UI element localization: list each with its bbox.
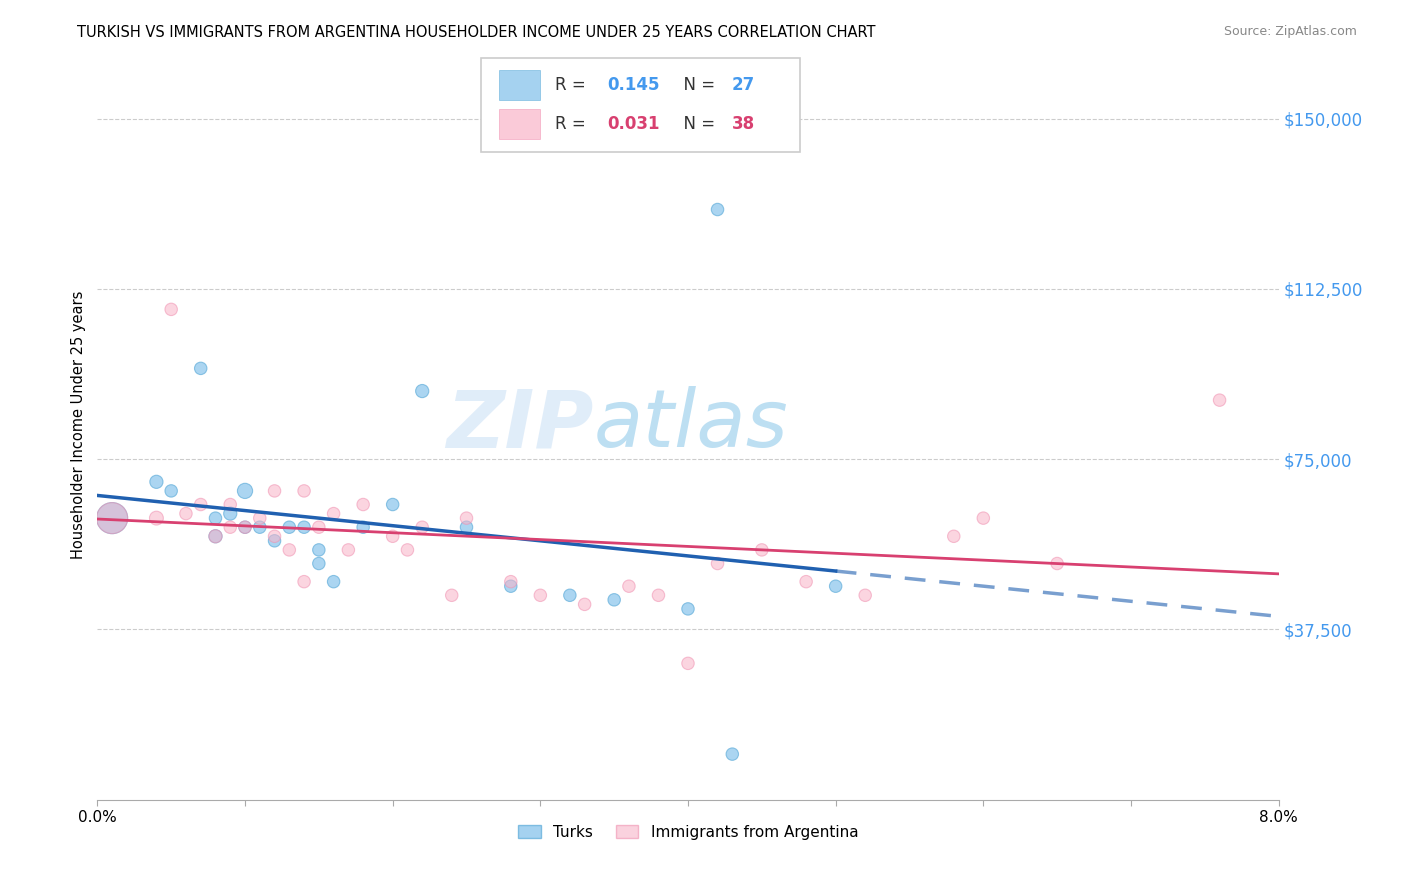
Point (145, 475, 167, 489)
Point (322, 507, 344, 521)
Point (381, 498, 404, 512)
Point (1046, 557, 1069, 571)
Text: R =: R = (554, 115, 591, 133)
Point (101, 511, 124, 525)
Point (308, 542, 330, 557)
Point (249, 520, 271, 534)
Point (219, 498, 242, 512)
Point (263, 529, 285, 543)
Point (278, 520, 301, 534)
Point (529, 588, 551, 602)
Point (190, 361, 212, 376)
Point (308, 520, 330, 534)
Point (278, 542, 301, 557)
Text: N =: N = (672, 115, 720, 133)
Point (499, 574, 522, 589)
Point (499, 579, 522, 593)
Point (204, 529, 226, 543)
Point (647, 588, 669, 602)
FancyBboxPatch shape (481, 58, 800, 152)
Point (249, 511, 271, 525)
Point (456, 520, 478, 534)
Point (160, 483, 183, 498)
Point (190, 498, 212, 512)
Text: 0.031: 0.031 (607, 115, 661, 133)
FancyBboxPatch shape (499, 70, 540, 100)
Point (174, 507, 197, 521)
Point (233, 520, 256, 534)
Point (824, 579, 846, 593)
Point (381, 529, 404, 543)
Point (292, 520, 315, 534)
Point (352, 498, 374, 512)
Point (411, 384, 433, 398)
Point (706, 557, 728, 571)
Text: R =: R = (554, 76, 591, 94)
Point (603, 592, 626, 607)
Point (1208, 393, 1230, 408)
Point (233, 483, 256, 498)
Point (263, 483, 285, 498)
Text: Source: ZipAtlas.com: Source: ZipAtlas.com (1223, 25, 1357, 38)
Point (440, 588, 463, 602)
Point (101, 511, 124, 525)
Point (574, 598, 596, 612)
Text: 27: 27 (731, 76, 755, 94)
Point (617, 579, 640, 593)
Point (853, 588, 876, 602)
Point (145, 511, 167, 525)
Text: 38: 38 (731, 115, 755, 133)
Point (308, 557, 330, 571)
Point (676, 657, 699, 671)
Point (751, 542, 773, 557)
Point (706, 202, 728, 217)
Point (942, 529, 965, 543)
Point (160, 302, 183, 317)
Point (292, 574, 315, 589)
Point (676, 602, 699, 616)
Point (411, 520, 433, 534)
Point (558, 588, 581, 602)
Text: ZIP: ZIP (446, 386, 593, 464)
FancyBboxPatch shape (499, 110, 540, 139)
Point (456, 511, 478, 525)
Point (233, 520, 256, 534)
Point (204, 511, 226, 525)
Point (219, 520, 242, 534)
Point (337, 542, 360, 557)
Y-axis label: Householder Income Under 25 years: Householder Income Under 25 years (72, 291, 86, 559)
Point (263, 533, 285, 548)
Point (352, 520, 374, 534)
Point (322, 574, 344, 589)
Text: TURKISH VS IMMIGRANTS FROM ARGENTINA HOUSEHOLDER INCOME UNDER 25 YEARS CORRELATI: TURKISH VS IMMIGRANTS FROM ARGENTINA HOU… (77, 25, 876, 40)
Point (794, 574, 817, 589)
Point (396, 542, 419, 557)
Text: 0.145: 0.145 (607, 76, 661, 94)
Text: N =: N = (672, 76, 720, 94)
Point (219, 507, 242, 521)
Point (292, 483, 315, 498)
Point (972, 511, 994, 525)
Legend: Turks, Immigrants from Argentina: Turks, Immigrants from Argentina (512, 819, 865, 846)
Point (721, 747, 744, 761)
Point (204, 529, 226, 543)
Text: atlas: atlas (593, 386, 789, 464)
